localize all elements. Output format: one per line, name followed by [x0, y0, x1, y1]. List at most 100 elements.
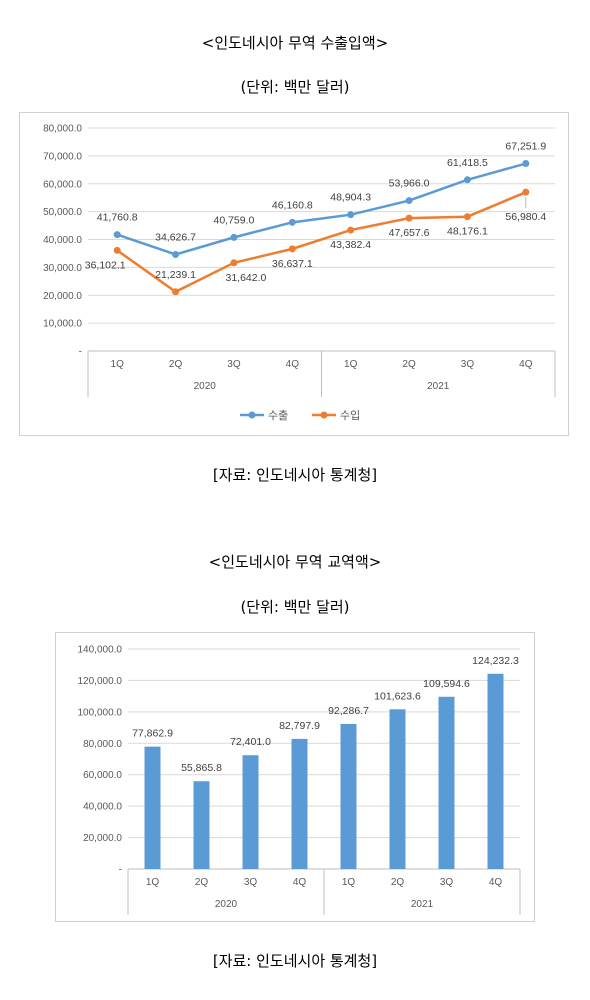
data-label: 41,760.8 [97, 212, 138, 224]
data-label: 101,623.6 [374, 690, 421, 702]
bar [242, 755, 259, 869]
data-label: 21,239.1 [155, 269, 196, 281]
chart1-title: <인도네시아 무역 수출입액> [201, 34, 389, 52]
c1-category-label: 2Q [402, 359, 416, 370]
data-point [288, 245, 296, 253]
c1-group-label: 2021 [427, 381, 450, 392]
c2-category-label: 4Q [489, 877, 503, 888]
data-point [522, 160, 530, 168]
chart2-source: [자료: 인도네시아 통계청] [212, 952, 378, 970]
data-point [172, 250, 180, 258]
legend-marker-1 [248, 411, 256, 419]
data-label: 43,382.4 [330, 239, 371, 251]
data-label: 40,759.0 [214, 214, 255, 226]
data-label: 47,657.6 [389, 227, 430, 239]
c1-y-tick: 10,000.0 [43, 319, 82, 330]
line-chart: - 10,000.0 20,000.0 30,000.0 40,000.0 50,000.… [43, 124, 556, 422]
data-point [230, 233, 238, 241]
c2-group-label: 2021 [411, 899, 434, 910]
c1-y-tick: 20,000.0 [43, 291, 82, 302]
bar [438, 696, 455, 869]
c1-y-tick: 60,000.0 [43, 179, 82, 190]
bar [389, 709, 406, 869]
c2-category-label: 1Q [146, 877, 160, 888]
data-label: 124,232.3 [472, 655, 519, 667]
bar [291, 738, 308, 869]
c1-y-tick: 50,000.0 [43, 207, 82, 218]
series-line-2 [116, 191, 527, 294]
data-point [463, 213, 471, 221]
data-label: 46,160.8 [272, 199, 313, 211]
c2-y-tick: 60,000.0 [83, 770, 122, 781]
legend-label-1: 수출 [268, 409, 288, 422]
data-label: 53,966.0 [389, 178, 430, 190]
data-label: 77,862.9 [132, 728, 173, 740]
c2-y-tick: 20,000.0 [83, 833, 122, 844]
bar [487, 673, 504, 869]
c1-category-label: 1Q [111, 359, 125, 370]
c1-y-tick: 70,000.0 [43, 151, 82, 162]
c2-y-tick: 120,000.0 [78, 676, 123, 687]
c2-category-label: 1Q [342, 877, 356, 888]
chart2-unit: (단위: 백만 달러) [240, 598, 350, 616]
data-label: 67,251.9 [505, 141, 546, 153]
data-label: 72,401.0 [230, 736, 271, 748]
c2-category-label: 3Q [244, 877, 258, 888]
data-point [288, 218, 296, 226]
c1-category-label: 3Q [227, 359, 241, 370]
series-line-1 [116, 162, 527, 256]
data-label: 92,286.7 [328, 705, 369, 717]
bar-chart: - 20,000.0 40,000.0 60,000.0 80,000.0 100,000… [78, 645, 521, 915]
data-label: 48,904.3 [330, 192, 371, 204]
c1-category-label: 2Q [169, 359, 183, 370]
c2-category-label: 2Q [391, 877, 405, 888]
c1-y-tick: 30,000.0 [43, 263, 82, 274]
data-point [522, 188, 530, 196]
c1-y-tick: - [79, 347, 82, 358]
data-label: 34,626.7 [155, 231, 196, 243]
data-point [113, 246, 121, 254]
data-label: 61,418.5 [447, 157, 488, 169]
chart2-frame: - 20,000.0 40,000.0 60,000.0 80,000.0 100,000… [55, 632, 535, 922]
c1-category-label: 4Q [286, 359, 300, 370]
data-label: 82,797.9 [279, 720, 320, 732]
bar [340, 723, 357, 869]
chart2-title: <인도네시아 무역 교역액> [208, 553, 382, 571]
chart1-unit: (단위: 백만 달러) [240, 78, 350, 96]
data-point [113, 231, 121, 239]
data-label: 56,980.4 [505, 211, 546, 223]
c2-category-label: 2Q [195, 877, 209, 888]
c2-y-tick: 100,000.0 [78, 707, 123, 718]
c2-category-label: 4Q [293, 877, 307, 888]
data-point [347, 211, 355, 219]
c1-category-label: 1Q [344, 359, 358, 370]
data-label: 109,594.6 [423, 678, 470, 690]
data-label: 31,642.0 [226, 272, 267, 284]
bar [144, 746, 161, 869]
data-label: 36,637.1 [272, 258, 313, 270]
c2-category-label: 3Q [440, 877, 454, 888]
c1-y-tick: 40,000.0 [43, 235, 82, 246]
chart1-frame: - 10,000.0 20,000.0 30,000.0 40,000.0 50,000.… [19, 112, 569, 436]
data-point [172, 288, 180, 296]
legend-marker-2 [320, 411, 328, 419]
c2-group-label: 2020 [215, 899, 238, 910]
data-point [230, 259, 238, 267]
legend-label-2: 수입 [340, 409, 360, 422]
c2-y-tick: - [119, 865, 122, 876]
chart1-source: [자료: 인도네시아 통계청] [212, 466, 378, 484]
data-point [405, 197, 413, 205]
c1-category-label: 3Q [461, 359, 475, 370]
data-label: 48,176.1 [447, 226, 488, 238]
data-label: 55,865.8 [181, 762, 222, 774]
data-point [405, 214, 413, 222]
c2-y-tick: 40,000.0 [83, 802, 122, 813]
c2-y-tick: 140,000.0 [78, 645, 123, 656]
c1-group-label: 2020 [194, 381, 217, 392]
c1-y-tick: 80,000.0 [43, 124, 82, 135]
c2-y-tick: 80,000.0 [83, 739, 122, 750]
bar [193, 781, 210, 869]
data-point [463, 176, 471, 184]
data-point [347, 226, 355, 234]
data-label: 36,102.1 [85, 259, 126, 271]
